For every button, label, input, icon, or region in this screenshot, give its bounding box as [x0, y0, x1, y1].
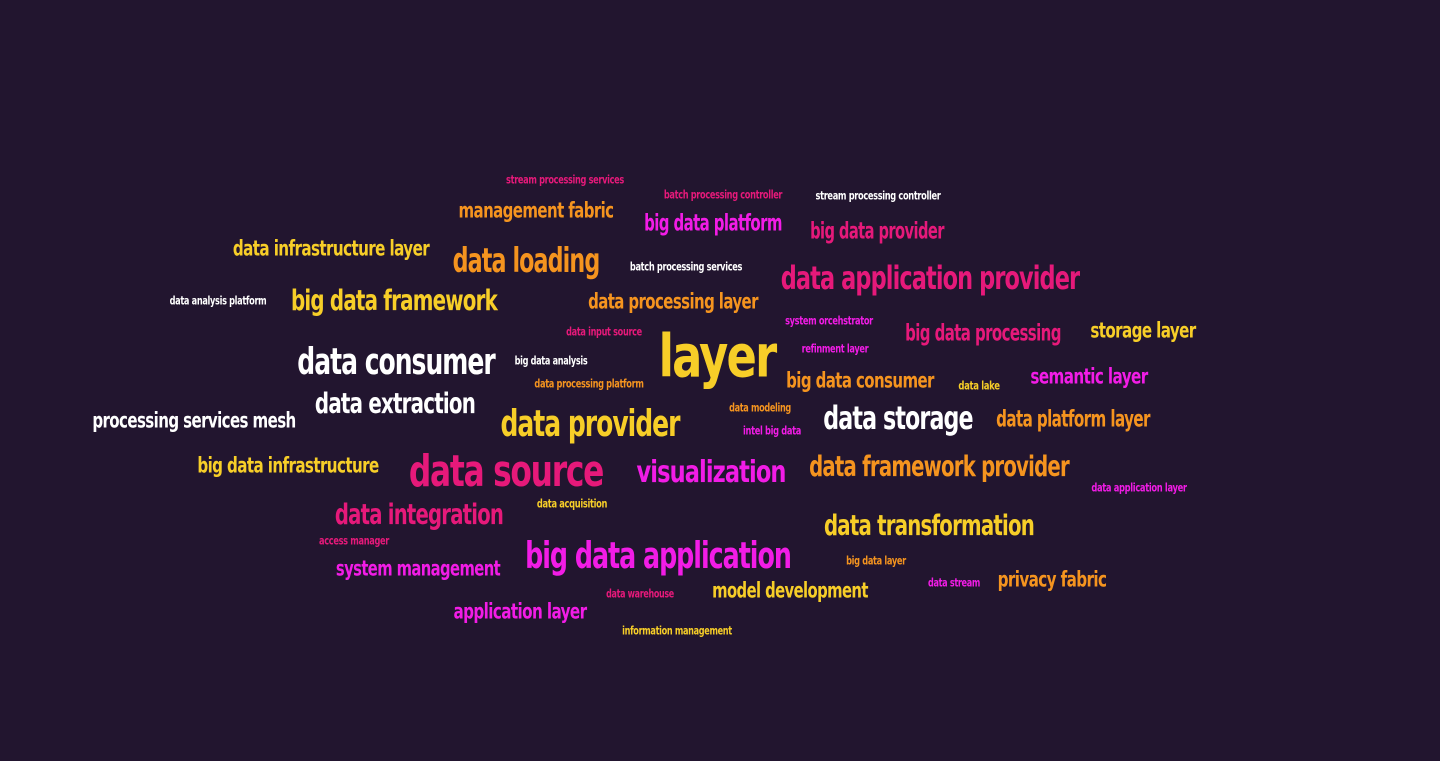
- word-big-data-layer[interactable]: big data layer: [846, 553, 906, 568]
- word-data-acquisition[interactable]: data acquisition: [536, 496, 608, 511]
- word-big-data-platform[interactable]: big data platform: [644, 210, 782, 237]
- word-system-orcehstrator[interactable]: system orcehstrator: [785, 313, 873, 328]
- word-big-data-infrastructure[interactable]: big data infrastructure: [197, 453, 379, 478]
- word-stream-processing-services[interactable]: stream processing services: [506, 172, 624, 187]
- word-data-input-source[interactable]: data input source: [566, 324, 642, 339]
- word-visualization[interactable]: visualization: [636, 454, 786, 490]
- word-data-application-provider[interactable]: data application provider: [780, 258, 1080, 297]
- word-big-data-consumer[interactable]: big data consumer: [786, 368, 934, 393]
- word-intel-big-data[interactable]: intel big data: [743, 423, 801, 438]
- word-data-modeling[interactable]: data modeling: [729, 400, 791, 415]
- word-management-fabric[interactable]: management fabric: [458, 198, 615, 223]
- word-big-data-analysis[interactable]: big data analysis: [514, 353, 588, 368]
- word-data-analysis-platform[interactable]: data analysis platform: [169, 293, 267, 308]
- word-data-consumer[interactable]: data consumer: [297, 340, 495, 383]
- word-system-management[interactable]: system management: [335, 556, 501, 581]
- word-data-platform-layer[interactable]: data platform layer: [996, 406, 1150, 433]
- word-data-storage[interactable]: data storage: [823, 398, 973, 437]
- word-information-management[interactable]: information management: [622, 623, 732, 638]
- word-data-transformation[interactable]: data transformation: [823, 508, 1035, 542]
- word-privacy-fabric[interactable]: privacy fabric: [997, 567, 1107, 592]
- word-big-data-framework[interactable]: big data framework: [290, 283, 498, 317]
- word-data-lake[interactable]: data lake: [958, 378, 1000, 393]
- word-model-development[interactable]: model development: [712, 578, 868, 603]
- word-access-manager[interactable]: access manager: [319, 533, 389, 548]
- word-data-stream[interactable]: data stream: [927, 575, 981, 590]
- word-data-warehouse[interactable]: data warehouse: [606, 586, 674, 601]
- word-data-loading[interactable]: data loading: [452, 240, 601, 281]
- word-data-processing-platform[interactable]: data processing platform: [534, 376, 644, 391]
- word-layer[interactable]: layer: [658, 321, 778, 391]
- word-data-application-layer[interactable]: data application layer: [1091, 480, 1187, 495]
- word-data-source[interactable]: data source: [408, 446, 605, 498]
- word-data-provider[interactable]: data provider: [500, 402, 680, 445]
- word-data-processing-layer[interactable]: data processing layer: [588, 289, 758, 314]
- word-big-data-processing[interactable]: big data processing: [905, 320, 1061, 347]
- word-application-layer[interactable]: application layer: [453, 599, 587, 624]
- word-data-framework-provider[interactable]: data framework provider: [809, 449, 1070, 483]
- word-big-data-provider[interactable]: big data provider: [810, 218, 944, 245]
- word-semantic-layer[interactable]: semantic layer: [1030, 364, 1148, 389]
- word-storage-layer[interactable]: storage layer: [1090, 318, 1196, 343]
- word-processing-services-mesh[interactable]: processing services mesh: [92, 408, 296, 433]
- word-big-data-application[interactable]: big data application: [525, 534, 792, 577]
- word-data-integration[interactable]: data integration: [334, 497, 504, 531]
- word-batch-processing-services[interactable]: batch processing services: [629, 259, 743, 274]
- word-data-infrastructure-layer[interactable]: data infrastructure layer: [232, 236, 430, 261]
- word-refinment-layer[interactable]: refinment layer: [801, 341, 869, 356]
- word-batch-processing-controller[interactable]: batch processing controller: [663, 187, 783, 202]
- word-stream-processing-controller[interactable]: stream processing controller: [815, 188, 941, 203]
- word-data-extraction[interactable]: data extraction: [314, 386, 476, 420]
